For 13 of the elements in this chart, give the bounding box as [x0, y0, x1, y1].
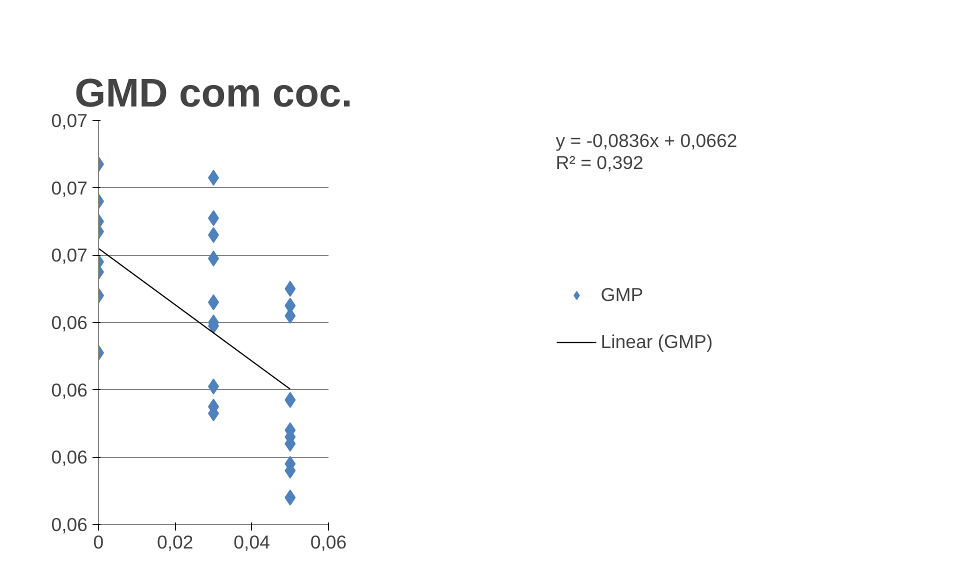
- text: y = -0,0836x + 0,0662 R² = 0,392: [556, 130, 738, 174]
- y-tick-label: 0,06: [51, 514, 88, 535]
- x-tick-label: 0,02: [157, 532, 194, 552]
- x-tick-label: 0,06: [310, 532, 347, 552]
- y-tick-label: 0,06: [51, 312, 88, 333]
- legend-label: GMP: [600, 284, 644, 306]
- y-tick-label: 0,07: [51, 244, 88, 266]
- y-tick-label: 0,07: [51, 177, 88, 198]
- y-tick-label: 0,06: [51, 379, 88, 400]
- y-tick-label: 0,06: [51, 446, 88, 468]
- legend-label: Linear (GMP): [600, 331, 713, 353]
- x-tick-label: 0,04: [234, 532, 270, 552]
- x-tick-label: 0: [93, 532, 104, 552]
